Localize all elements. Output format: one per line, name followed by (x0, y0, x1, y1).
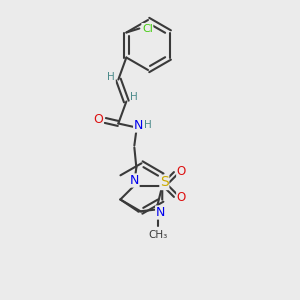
Text: S: S (160, 176, 169, 190)
Text: O: O (177, 165, 186, 178)
Text: H: H (145, 121, 152, 130)
Text: N: N (156, 206, 165, 219)
Text: O: O (93, 113, 103, 126)
Text: Cl: Cl (142, 23, 153, 34)
Text: O: O (177, 191, 186, 204)
Text: N: N (130, 174, 139, 187)
Text: N: N (134, 119, 143, 132)
Text: H: H (130, 92, 138, 103)
Text: H: H (107, 73, 115, 82)
Text: CH₃: CH₃ (149, 230, 168, 239)
